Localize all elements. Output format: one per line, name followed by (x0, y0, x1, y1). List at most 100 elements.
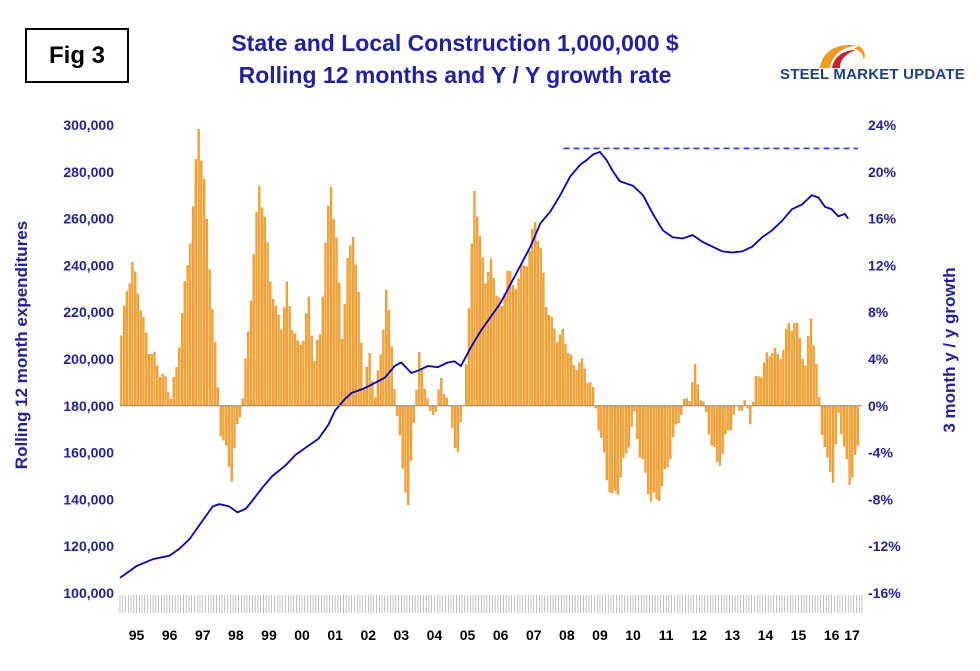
growth-bar (258, 185, 261, 406)
growth-bar (123, 305, 126, 406)
year-label: 96 (162, 627, 178, 643)
growth-bar (707, 405, 711, 435)
growth-bar (760, 377, 763, 406)
growth-bar (354, 264, 357, 406)
left-tick-label: 220,000 (63, 304, 114, 320)
right-tick-label: 12% (868, 257, 897, 273)
growth-bar (451, 405, 454, 428)
growth-bar (796, 322, 799, 406)
growth-bar (782, 349, 785, 406)
growth-bar (404, 405, 407, 493)
growth-bar (241, 398, 244, 406)
growth-bar (222, 405, 225, 441)
year-label: 08 (559, 627, 575, 643)
growth-bar (569, 354, 573, 406)
year-label: 04 (427, 627, 443, 643)
growth-bar (481, 257, 484, 406)
growth-bar (368, 353, 371, 406)
growth-bar (299, 344, 302, 406)
growth-bar (696, 384, 700, 406)
growth-bar (514, 289, 517, 406)
growth-bar (776, 354, 779, 406)
growth-bar (713, 405, 716, 447)
growth-bar (636, 405, 639, 439)
growth-bar (718, 405, 722, 466)
growth-bar (456, 405, 460, 452)
year-label: 02 (360, 627, 376, 643)
growth-bar (716, 405, 719, 462)
growth-bar (520, 264, 523, 406)
growth-bar (476, 216, 479, 406)
growth-bar (225, 405, 228, 446)
left-tick-label: 200,000 (63, 351, 114, 367)
growth-bar (511, 285, 515, 406)
growth-bar (649, 405, 653, 502)
growth-bar (669, 405, 672, 459)
growth-bar (547, 314, 551, 406)
growth-bar (393, 389, 396, 406)
growth-bar (834, 405, 837, 445)
growth-bar (812, 345, 815, 406)
growth-bar (296, 340, 300, 406)
growth-bar (360, 342, 363, 406)
growth-bar (244, 358, 247, 406)
growth-bar (489, 258, 493, 406)
growth-bar (418, 351, 421, 406)
growth-bar (426, 398, 429, 406)
growth-bar (277, 314, 280, 406)
growth-bar (622, 405, 625, 458)
growth-bar (407, 405, 410, 505)
growth-bar (169, 399, 173, 406)
year-label: 10 (625, 627, 641, 643)
x-axis-year-labels: 95 96 97 98 99 00 01 02 03 04 05 06 07 08 09 10 11 12 13 14… (129, 627, 860, 643)
growth-bar (619, 405, 622, 478)
growth-bar (247, 331, 250, 406)
growth-bar (743, 400, 746, 406)
growth-bar (431, 405, 435, 415)
growth-bar (517, 278, 520, 406)
growth-bar (294, 333, 297, 406)
growth-bar (161, 373, 164, 406)
growth-bar (685, 398, 688, 406)
growth-bar (495, 295, 498, 406)
growth-bar (749, 405, 752, 425)
growth-bar (613, 405, 617, 491)
growth-bar (288, 306, 291, 406)
growth-bar (525, 266, 528, 406)
growth-bar (732, 405, 735, 415)
logo-swoosh-icon (820, 44, 865, 68)
growth-bar (387, 310, 391, 406)
growth-bar (680, 405, 683, 415)
growth-bar (473, 191, 476, 406)
year-label: 17 (844, 627, 860, 643)
left-tick-label: 240,000 (63, 257, 114, 273)
growth-bar (219, 405, 222, 437)
growth-bar (724, 405, 727, 435)
growth-bar (688, 401, 691, 406)
right-tick-label: 20% (868, 164, 897, 180)
growth-bar (561, 328, 564, 406)
growth-bar (536, 241, 540, 406)
growth-bar (442, 393, 446, 406)
year-label: 95 (129, 627, 145, 643)
growth-bar (329, 187, 333, 406)
growth-bar (357, 291, 360, 406)
growth-bar (545, 306, 548, 406)
growth-bar (178, 347, 181, 406)
figure-label: Fig 3 (25, 28, 129, 83)
year-label: 98 (228, 627, 244, 643)
growth-bar (605, 405, 608, 481)
growth-bar (291, 329, 294, 406)
growth-bar (191, 206, 195, 406)
year-label: 05 (460, 627, 476, 643)
year-label: 99 (261, 627, 277, 643)
growth-bar (751, 401, 755, 406)
growth-bar (509, 271, 512, 406)
growth-bar (798, 337, 802, 406)
year-label: 01 (327, 627, 343, 643)
growth-bar (128, 283, 131, 406)
growth-bar (826, 405, 829, 458)
growth-bar (340, 339, 344, 406)
left-axis-ticks: 100,000 120,000 140,000 160,000 180,000 200,0… (63, 117, 114, 601)
